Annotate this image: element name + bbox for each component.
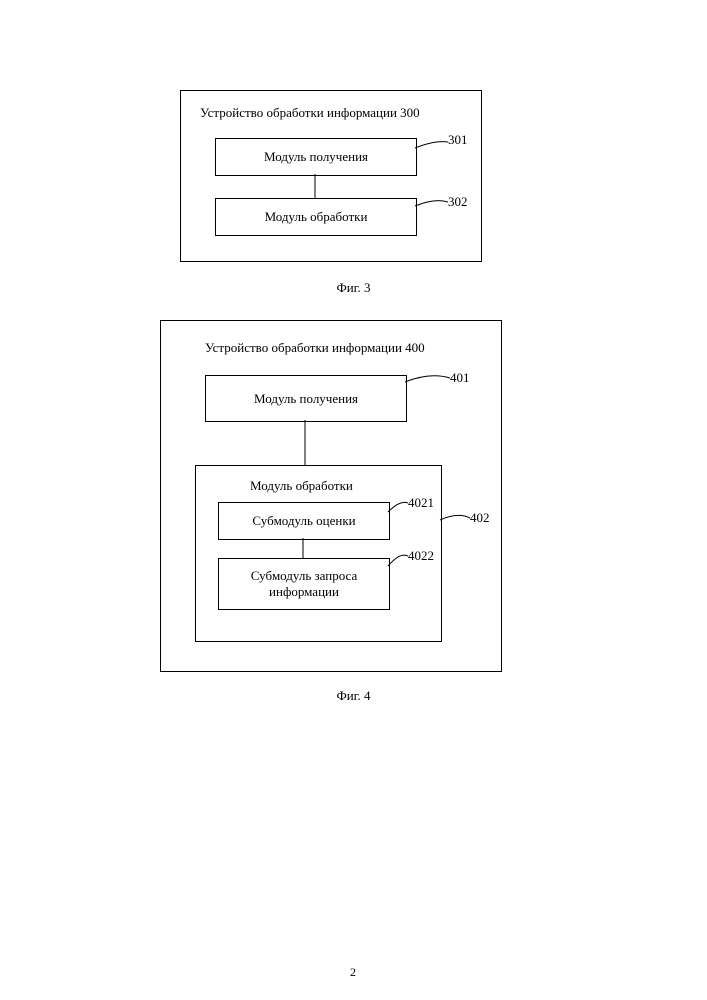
fig4-ref-4021: 4021	[408, 495, 434, 511]
fig3-title: Устройство обработки информации 300	[200, 105, 420, 121]
fig4-module-2-label: Модуль обработки	[250, 478, 353, 494]
fig4-caption: Фиг. 4	[0, 688, 707, 704]
fig4-module-1-label: Модуль получения	[254, 391, 358, 407]
fig4-ref-401: 401	[450, 370, 470, 386]
fig4-module-1: Модуль получения	[205, 375, 407, 422]
page: Устройство обработки информации 300 Моду…	[0, 0, 707, 1000]
fig4-ref-4022: 4022	[408, 548, 434, 564]
fig3-module-2: Модуль обработки	[215, 198, 417, 236]
fig3-ref-302: 302	[448, 194, 468, 210]
page-number: 2	[350, 965, 356, 980]
fig4-submodule-1: Субмодуль оценки	[218, 502, 390, 540]
fig4-ref-402: 402	[470, 510, 490, 526]
fig4-submodule-2-label: Субмодуль запроса информации	[219, 568, 389, 599]
fig4-submodule-1-label: Субмодуль оценки	[252, 513, 355, 529]
fig3-ref-301: 301	[448, 132, 468, 148]
fig3-module-1: Модуль получения	[215, 138, 417, 176]
fig3-module-2-label: Модуль обработки	[265, 209, 368, 225]
fig4-title: Устройство обработки информации 400	[205, 340, 425, 356]
fig4-submodule-2: Субмодуль запроса информации	[218, 558, 390, 610]
fig3-caption: Фиг. 3	[0, 280, 707, 296]
fig3-module-1-label: Модуль получения	[264, 149, 368, 165]
